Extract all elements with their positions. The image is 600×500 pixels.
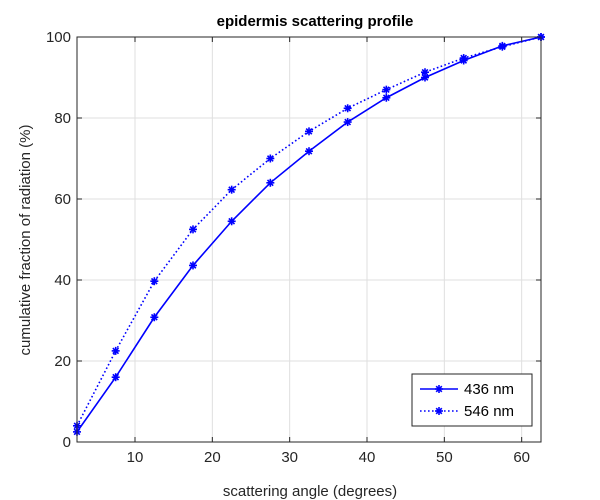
series-1-point: [111, 346, 120, 355]
series-1-point: [459, 54, 468, 63]
chart-title: epidermis scattering profile: [217, 13, 414, 30]
series-1-point: [498, 42, 507, 51]
y-axis-label: cumulative fraction of radiation (%): [17, 125, 34, 356]
x-axis-label: scattering angle (degrees): [223, 483, 397, 500]
series-0-point: [382, 93, 391, 102]
legend-box: [411, 373, 533, 427]
x-tick-label: 20: [204, 449, 221, 466]
x-tick-label: 40: [359, 449, 376, 466]
y-tick-label: 0: [63, 434, 71, 451]
legend-label-1: 546 nm: [464, 403, 514, 420]
y-tick-label: 100: [46, 29, 71, 46]
series-1-point: [227, 185, 236, 194]
x-tick-label: 10: [127, 449, 144, 466]
y-tick-label: 80: [54, 110, 71, 127]
series-0-point: [189, 261, 197, 270]
y-tick-label: 60: [54, 191, 71, 208]
x-tick-label: 30: [281, 449, 298, 466]
y-tick-label: 20: [54, 353, 71, 370]
series-0-point: [150, 313, 159, 322]
legend: 436 nm 546 nm: [411, 373, 533, 427]
axes-box: [76, 36, 542, 443]
series-1-point: [382, 85, 391, 94]
legend-label-0: 436 nm: [464, 381, 514, 398]
series-0-point: [266, 178, 275, 187]
series-1-point: [421, 68, 429, 77]
y-tick-label: 40: [54, 272, 71, 289]
axes: [76, 36, 542, 443]
series-1-point: [343, 104, 352, 113]
legend-marker-1: [435, 407, 443, 415]
x-tick-label: 50: [436, 449, 453, 466]
series-0-point: [305, 147, 313, 156]
tick-labels: 10 20 30 40 50 60 0 20 40 60 80 100: [46, 29, 530, 466]
series-1-point: [150, 277, 159, 286]
series-1-point: [266, 154, 275, 163]
series-1-point: [189, 225, 197, 234]
series-0-point: [111, 373, 120, 382]
series-1-point: [305, 127, 313, 136]
legend-marker-0: [435, 385, 443, 393]
x-tick-label: 60: [513, 449, 530, 466]
series-0-point: [343, 118, 352, 127]
series-0-point: [227, 217, 236, 226]
